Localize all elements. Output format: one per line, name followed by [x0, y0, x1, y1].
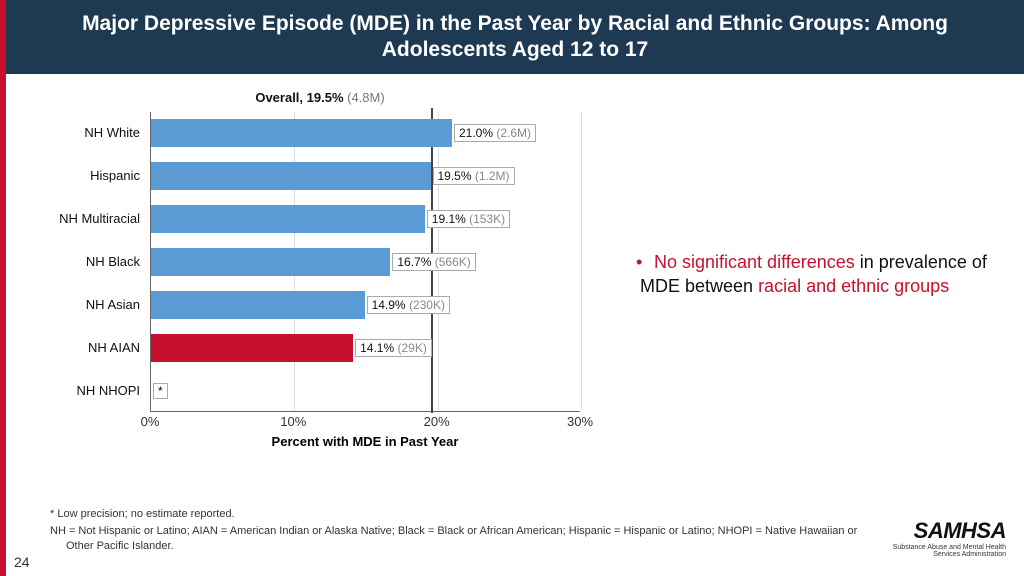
category-label: NH White	[40, 125, 140, 140]
category-label: Hispanic	[40, 168, 140, 183]
overall-label-count: (4.8M)	[344, 90, 385, 105]
samhsa-logo: SAMHSA Substance Abuse and Mental Health…	[893, 518, 1006, 558]
value-label: 14.1% (29K)	[355, 339, 432, 357]
bar-row: 16.7% (566K)	[151, 248, 476, 276]
category-label: NH NHOPI	[40, 383, 140, 398]
left-accent-stripe	[0, 0, 6, 576]
bar-row: 19.5% (1.2M)	[151, 162, 515, 190]
bar-row: 19.1% (153K)	[151, 205, 510, 233]
overall-label-bold: Overall, 19.5%	[255, 90, 343, 105]
bar	[151, 119, 452, 147]
overall-label: Overall, 19.5% (4.8M)	[40, 90, 600, 105]
bar	[151, 291, 365, 319]
value-label: 14.9% (230K)	[367, 296, 450, 314]
gridline	[581, 112, 582, 411]
bullet-text-span: racial and ethnic groups	[758, 276, 949, 296]
logo-sub1: Substance Abuse and Mental Health	[893, 544, 1006, 551]
x-axis-title: Percent with MDE in Past Year	[150, 434, 580, 449]
bar-row: 14.1% (29K)	[151, 334, 432, 362]
value-label: 21.0% (2.6M)	[454, 124, 536, 142]
bar-row: 14.9% (230K)	[151, 291, 450, 319]
value-label: 16.7% (566K)	[392, 253, 475, 271]
bar-chart: Overall, 19.5% (4.8M) 21.0% (2.6M) 19.5% …	[40, 90, 600, 480]
x-tick-label: 0%	[141, 414, 160, 429]
slide: Major Depressive Episode (MDE) in the Pa…	[0, 0, 1024, 576]
bullet-list: No significant differences in prevalence…	[640, 250, 1000, 299]
bullet-text-span: No significant differences	[654, 252, 855, 272]
page-number: 24	[14, 554, 30, 570]
footnote-precision: * Low precision; no estimate reported.	[50, 507, 870, 522]
suppressed-marker: *	[153, 383, 168, 399]
value-label: 19.1% (153K)	[427, 210, 510, 228]
category-label: NH AIAN	[40, 340, 140, 355]
plot-area: 21.0% (2.6M) 19.5% (1.2M) 19.1% (153K) 16.7…	[150, 112, 580, 412]
bar	[151, 334, 353, 362]
logo-text: SAMHSA	[893, 518, 1006, 544]
bullet-item: No significant differences in prevalence…	[640, 250, 1000, 299]
bar-row: 21.0% (2.6M)	[151, 119, 536, 147]
footnotes: * Low precision; no estimate reported. N…	[50, 507, 870, 556]
category-label: NH Multiracial	[40, 211, 140, 226]
logo-sub2: Services Administration	[893, 551, 1006, 558]
x-tick-label: 10%	[280, 414, 306, 429]
category-label: NH Black	[40, 254, 140, 269]
bar	[151, 248, 390, 276]
footnote-abbrev: NH = Not Hispanic or Latino; AIAN = Amer…	[50, 524, 870, 554]
bar	[151, 205, 425, 233]
bar-row: *	[151, 377, 168, 405]
value-label: 19.5% (1.2M)	[433, 167, 515, 185]
category-label: NH Asian	[40, 297, 140, 312]
x-tick-label: 30%	[567, 414, 593, 429]
slide-title: Major Depressive Episode (MDE) in the Pa…	[46, 11, 984, 64]
bar	[151, 162, 431, 190]
x-tick-label: 20%	[424, 414, 450, 429]
slide-header: Major Depressive Episode (MDE) in the Pa…	[6, 0, 1024, 74]
